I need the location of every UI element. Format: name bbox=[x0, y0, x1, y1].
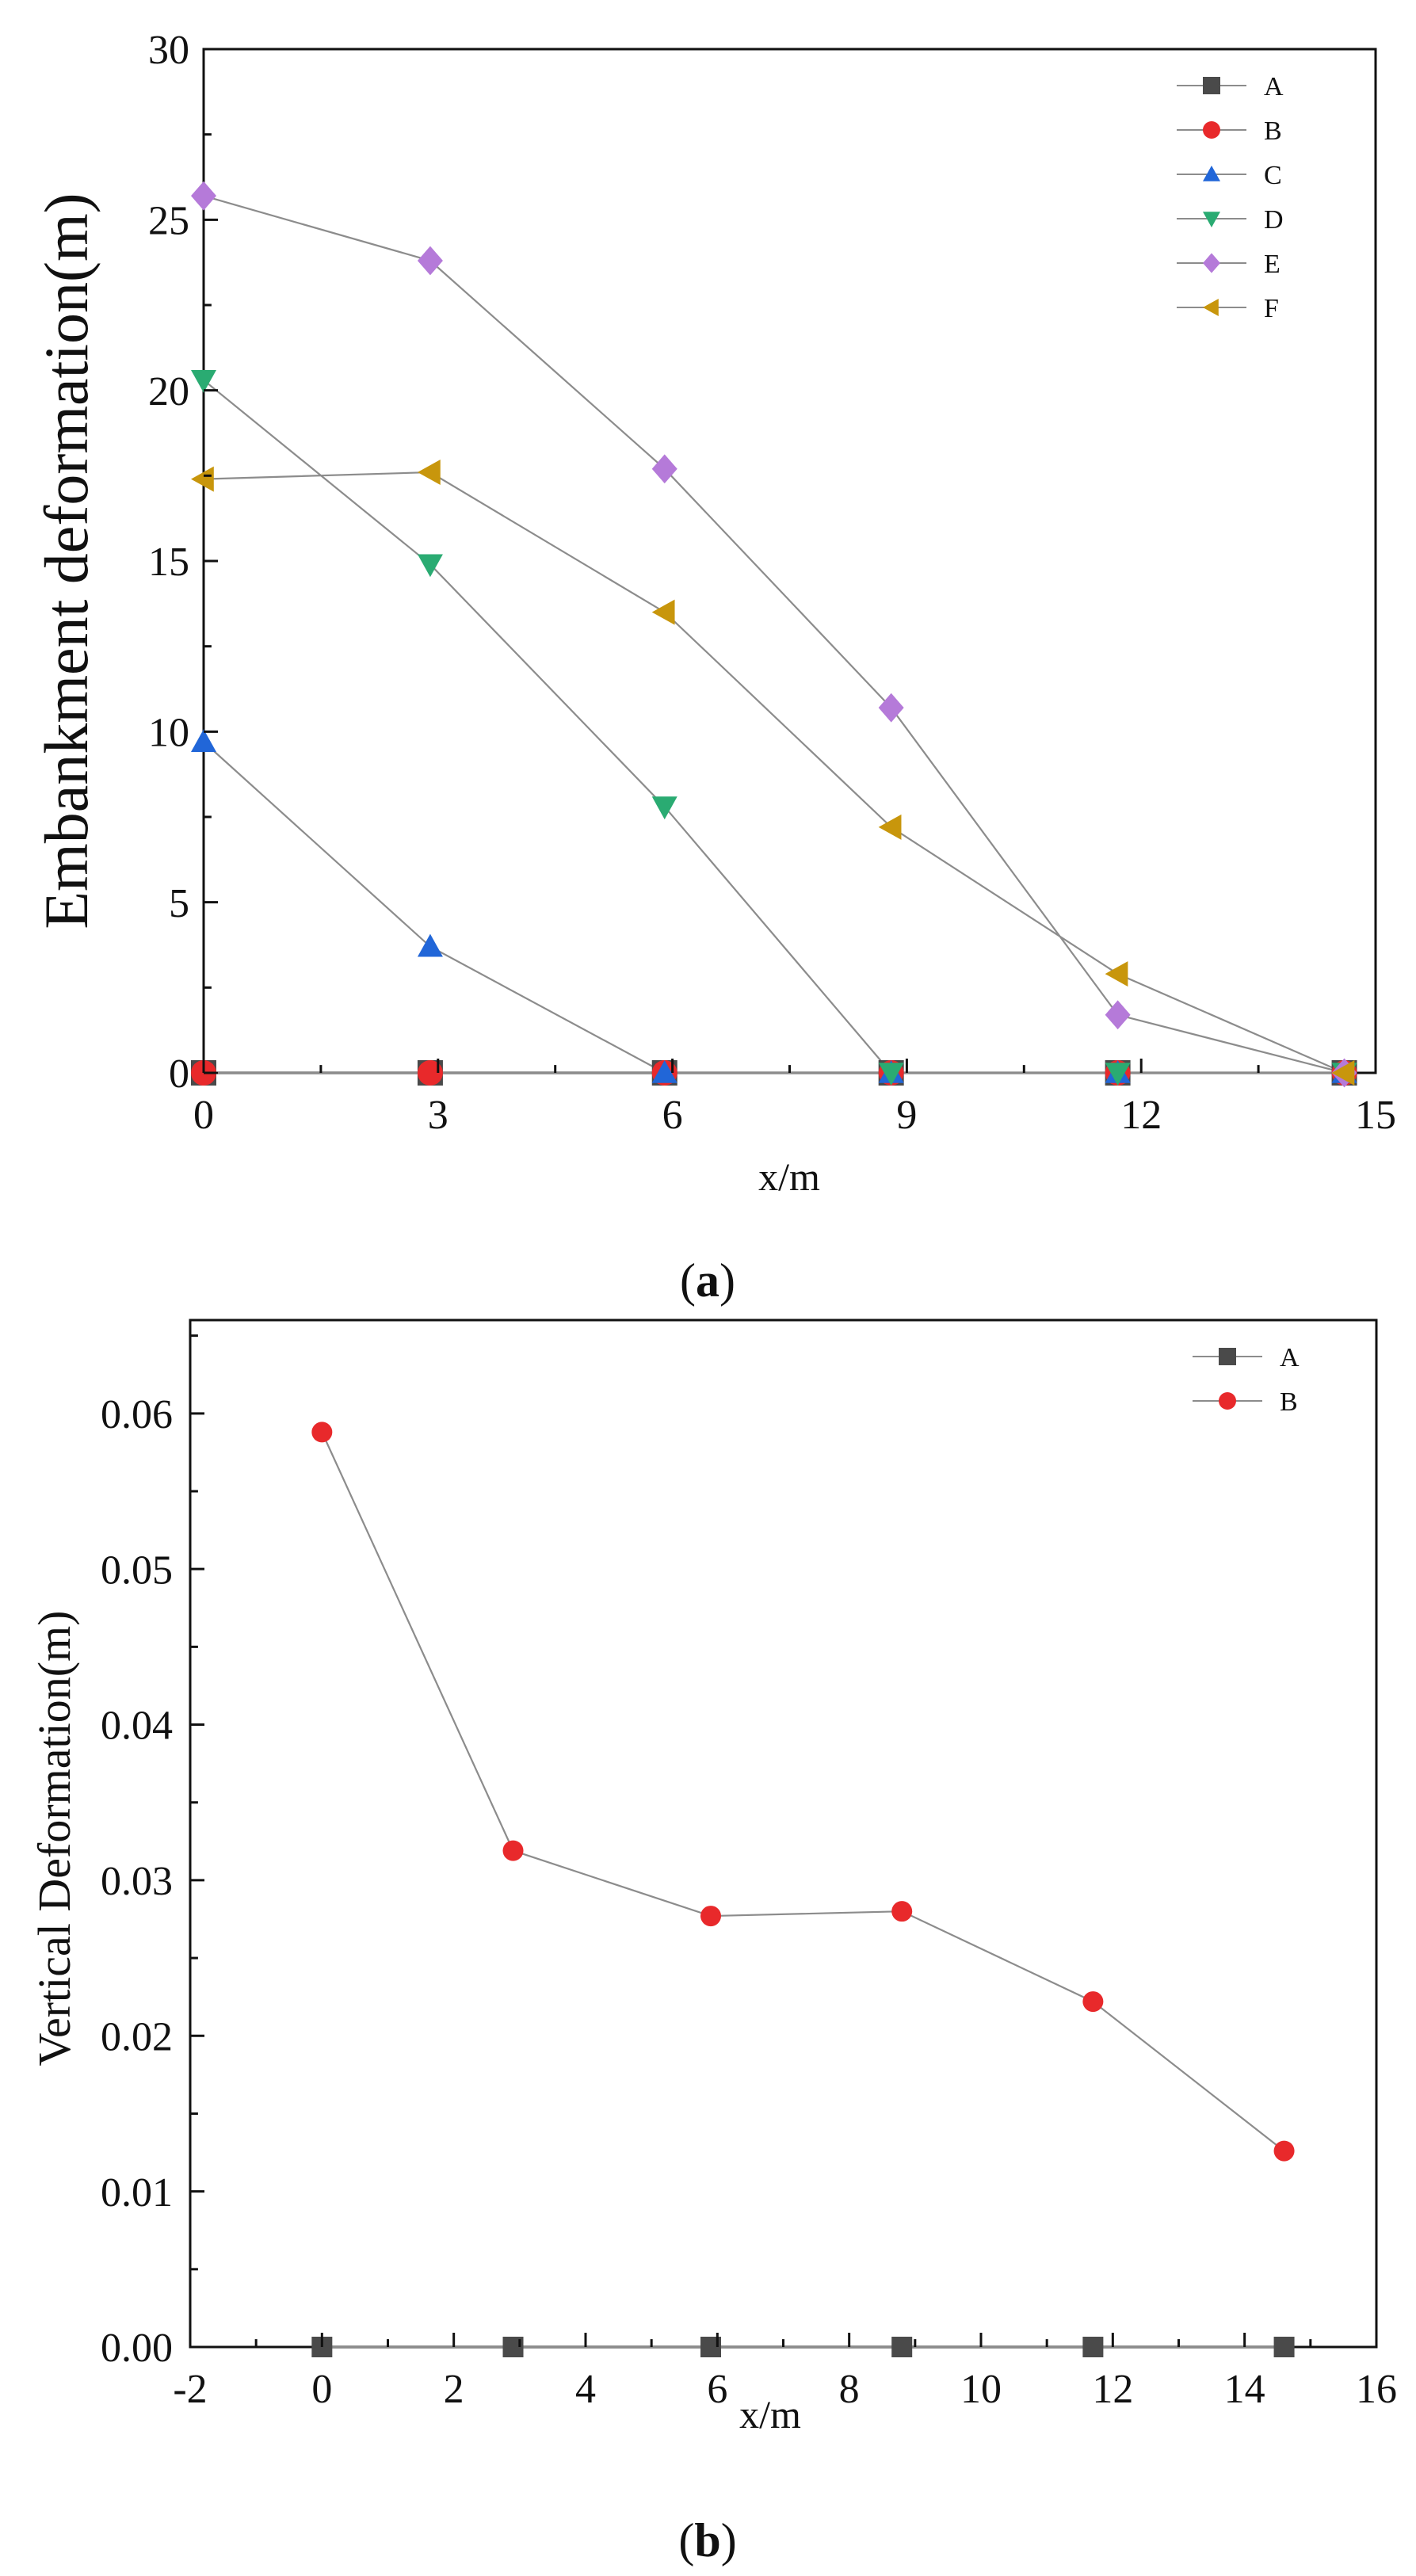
panel-caption-b: (b) bbox=[678, 2514, 736, 2566]
legend: AB bbox=[1193, 1343, 1300, 1417]
legend-label-a: A bbox=[1280, 1343, 1300, 1372]
data-point-b bbox=[502, 1840, 524, 1861]
data-point-c bbox=[651, 1060, 677, 1083]
x-axis-label: x/m bbox=[739, 2392, 801, 2437]
y-tick-label: 0.06 bbox=[101, 1392, 173, 1437]
data-point-f bbox=[1331, 1060, 1355, 1086]
y-tick-label: 25 bbox=[148, 199, 189, 244]
data-point-b bbox=[891, 1901, 913, 1922]
legend-label-b: B bbox=[1264, 116, 1282, 146]
data-point-f bbox=[191, 466, 214, 492]
data-point-c bbox=[191, 729, 216, 753]
y-tick-label: 10 bbox=[148, 711, 189, 756]
data-point-b bbox=[417, 1060, 443, 1086]
y-axis-label: Vertical Deformation(m) bbox=[29, 1611, 80, 2067]
x-tick-label: 10 bbox=[960, 2367, 1002, 2412]
legend-label-a: A bbox=[1264, 72, 1284, 101]
data-point-d bbox=[651, 796, 677, 820]
legend-marker-c bbox=[1203, 166, 1220, 181]
data-point-e bbox=[878, 693, 904, 723]
series-line-b bbox=[321, 1431, 1285, 2152]
data-point-f bbox=[1105, 961, 1128, 987]
data-point-a bbox=[891, 2337, 913, 2357]
series-line-d bbox=[203, 379, 1345, 1074]
data-point-f bbox=[651, 599, 675, 625]
data-point-d bbox=[191, 369, 216, 393]
x-tick-label: 0 bbox=[311, 2367, 332, 2412]
data-point-b bbox=[1273, 2140, 1295, 2162]
x-tick-label: 6 bbox=[707, 2367, 727, 2412]
y-tick-label: 20 bbox=[148, 369, 189, 414]
legend-label-e: E bbox=[1264, 250, 1281, 279]
legend-marker-a bbox=[1219, 1348, 1236, 1365]
x-tick-label: 12 bbox=[1092, 2367, 1133, 2412]
legend-marker-d bbox=[1203, 212, 1220, 227]
series-line-c bbox=[203, 741, 1345, 1074]
panel-caption-a: (a) bbox=[680, 1254, 735, 1307]
legend-marker-e bbox=[1203, 253, 1220, 273]
x-tick-label: 16 bbox=[1356, 2367, 1397, 2412]
x-tick-label: 6 bbox=[662, 1093, 683, 1138]
y-tick-label: 0.00 bbox=[101, 2326, 173, 2371]
x-tick-label: 15 bbox=[1355, 1093, 1396, 1138]
legend-marker-b bbox=[1219, 1392, 1236, 1410]
data-point-d bbox=[878, 1063, 904, 1086]
y-axis-label: Embankment deformation(m) bbox=[32, 193, 101, 929]
x-tick-label: 12 bbox=[1120, 1093, 1162, 1138]
y-tick-label: 0.01 bbox=[101, 2170, 173, 2215]
y-tick-label: 0.05 bbox=[101, 1548, 173, 1593]
x-axis-label: x/m bbox=[758, 1154, 820, 1199]
x-tick-label: 9 bbox=[896, 1093, 917, 1138]
plot-frame bbox=[189, 1319, 1378, 2349]
data-point-e bbox=[1105, 1000, 1131, 1030]
x-tick-label: -2 bbox=[173, 2367, 207, 2412]
data-point-a bbox=[1273, 2337, 1295, 2357]
series-line-e bbox=[203, 195, 1345, 1074]
plot-frame bbox=[202, 48, 1377, 1074]
y-tick-label: 0.02 bbox=[101, 2014, 173, 2059]
data-point-e bbox=[191, 181, 216, 211]
legend-marker-b bbox=[1203, 121, 1220, 139]
data-point-c bbox=[417, 933, 443, 957]
x-tick-label: 2 bbox=[444, 2367, 464, 2412]
y-tick-label: 30 bbox=[148, 28, 189, 73]
legend-label-d: D bbox=[1264, 205, 1284, 235]
legend-label-f: F bbox=[1264, 294, 1279, 323]
series-line-f bbox=[203, 471, 1345, 1074]
data-point-f bbox=[417, 460, 441, 486]
data-point-b bbox=[311, 1422, 333, 1443]
y-tick-label: 5 bbox=[169, 881, 189, 926]
data-point-b bbox=[1082, 1991, 1104, 2013]
chart-panel-b: -2 0 2 4 6 8 10 12 14 16 0.00 0.01 0.02 0.03 0.04 0.05 0… bbox=[29, 1319, 1397, 2437]
legend-marker-a bbox=[1203, 77, 1220, 94]
legend-marker-f bbox=[1203, 299, 1219, 316]
x-tick-label: 3 bbox=[428, 1093, 448, 1138]
legend-label-c: C bbox=[1264, 161, 1282, 190]
data-point-e bbox=[417, 246, 443, 276]
data-point-f bbox=[878, 814, 902, 840]
x-tick-label: 4 bbox=[575, 2367, 596, 2412]
x-tick-label: 0 bbox=[193, 1093, 214, 1138]
legend-label-b: B bbox=[1280, 1387, 1298, 1417]
x-tick-label: 8 bbox=[839, 2367, 860, 2412]
y-tick-label: 15 bbox=[148, 540, 189, 585]
data-point-a bbox=[1082, 2337, 1104, 2357]
data-point-e bbox=[651, 454, 677, 484]
data-point-b bbox=[700, 1906, 722, 1927]
data-point-d bbox=[1105, 1063, 1131, 1086]
x-tick-label: 14 bbox=[1224, 2367, 1265, 2412]
y-tick-label: 0.03 bbox=[101, 1859, 173, 1904]
y-tick-label: 0.04 bbox=[101, 1704, 173, 1749]
data-point-d bbox=[417, 554, 443, 578]
y-tick-label: 0 bbox=[169, 1051, 189, 1097]
